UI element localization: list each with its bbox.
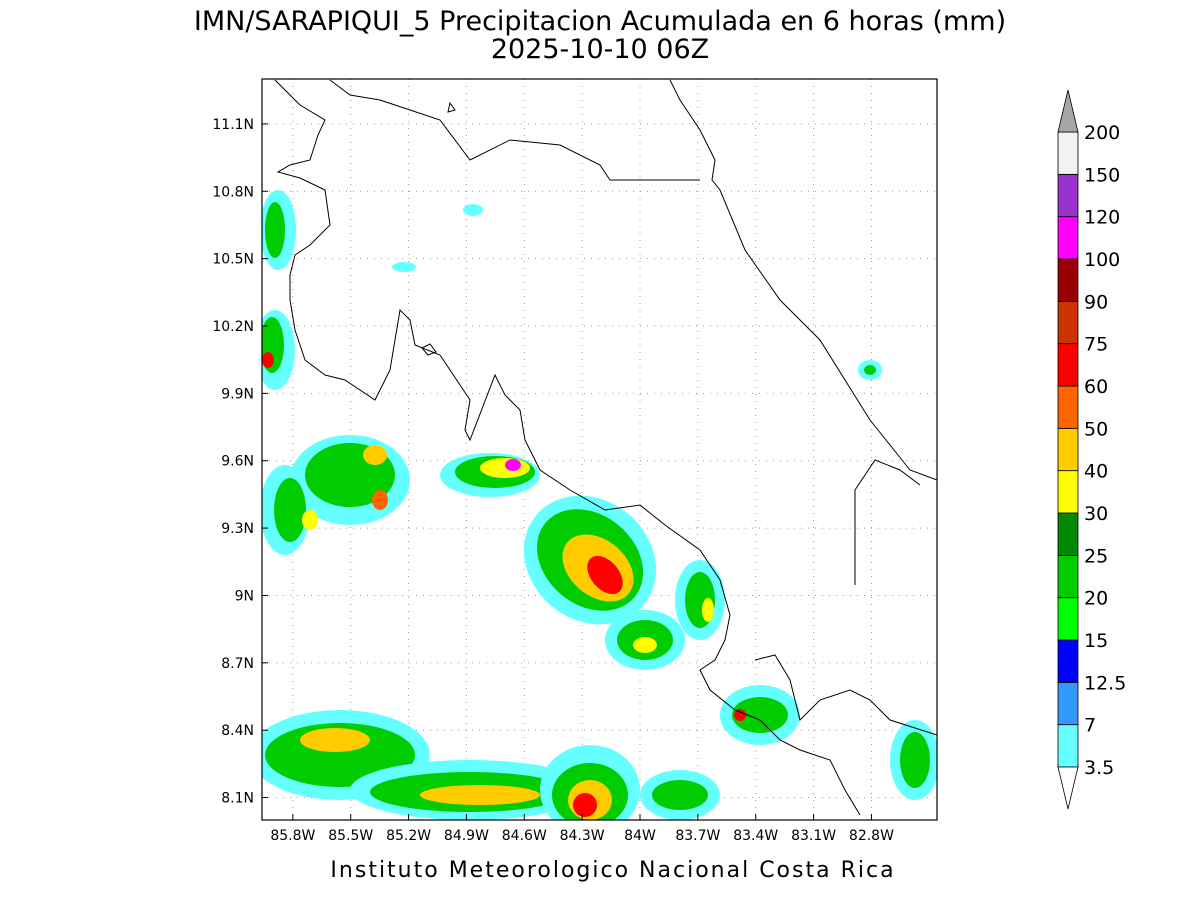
x-tick-label: 83.4W bbox=[733, 828, 778, 844]
colorbar-box bbox=[1057, 597, 1079, 641]
colorbar-label: 75 bbox=[1084, 334, 1108, 356]
y-tick-label: 10.2N bbox=[212, 319, 254, 335]
colorbar-box bbox=[1057, 512, 1079, 556]
x-tick-label: 85.5W bbox=[328, 828, 373, 844]
colorbar-box bbox=[1057, 681, 1079, 726]
x-tick-label: 85.2W bbox=[386, 828, 431, 844]
x-tick-label: 84.3W bbox=[560, 828, 605, 844]
colorbar-box bbox=[1057, 216, 1079, 260]
x-tick-label: 83.7W bbox=[675, 828, 720, 844]
subtitle: 2025-10-10 06Z bbox=[491, 34, 709, 65]
colorbar-label: 120 bbox=[1084, 207, 1120, 229]
colorbar: 3.5 7 12.5 15 20 25 30 40 50 60 75 90 100 120 150 200 bbox=[1057, 89, 1126, 810]
coastline bbox=[274, 79, 937, 816]
colorbar-box bbox=[1057, 343, 1079, 387]
y-tick-label: 9N bbox=[235, 588, 254, 604]
x-tick-label: 84.6W bbox=[502, 828, 547, 844]
colorbar-label: 60 bbox=[1084, 376, 1108, 398]
colorbar-box bbox=[1057, 131, 1079, 175]
colorbar-label: 7 bbox=[1084, 715, 1096, 737]
colorbar-label: 90 bbox=[1084, 291, 1108, 313]
colorbar-label: 30 bbox=[1084, 503, 1108, 525]
colorbar-label: 12.5 bbox=[1084, 672, 1126, 694]
precipitation-field bbox=[262, 190, 937, 820]
colorbar-under bbox=[1057, 766, 1079, 810]
colorbar-label: 150 bbox=[1084, 164, 1120, 186]
precip-area bbox=[262, 190, 937, 820]
colorbar-box bbox=[1057, 258, 1079, 302]
colorbar-box bbox=[1057, 173, 1079, 218]
y-tick-label: 8.1N bbox=[221, 791, 254, 807]
y-tick-label: 9.9N bbox=[221, 386, 254, 402]
y-tick-label: 10.5N bbox=[212, 252, 254, 268]
x-tick-label: 85.8W bbox=[270, 828, 315, 844]
plot-frame bbox=[261, 78, 938, 821]
x-tick-label: 83.1W bbox=[791, 828, 836, 844]
y-tick-label: 8.4N bbox=[221, 723, 254, 739]
footer: Instituto Meteorologico Nacional Costa R… bbox=[330, 858, 895, 883]
colorbar-box bbox=[1057, 639, 1079, 683]
colorbar-box bbox=[1057, 470, 1079, 514]
x-tick-label: 84.9W bbox=[444, 828, 489, 844]
plot-area bbox=[261, 78, 938, 821]
colorbar-label: 20 bbox=[1084, 588, 1108, 610]
colorbar-label: 200 bbox=[1084, 122, 1120, 144]
y-tick-label: 8.7N bbox=[221, 656, 254, 672]
x-tick-label: 82.8W bbox=[849, 828, 894, 844]
y-tick-label: 11.1N bbox=[212, 117, 254, 133]
colorbar-box bbox=[1057, 300, 1079, 345]
colorbar-box bbox=[1057, 427, 1079, 472]
colorbar-over bbox=[1057, 89, 1079, 133]
colorbar-box bbox=[1057, 554, 1079, 599]
x-tick-label: 84W bbox=[624, 828, 656, 844]
colorbar-label: 3.5 bbox=[1084, 757, 1114, 779]
y-tick-label: 9.6N bbox=[221, 454, 254, 470]
colorbar-label: 25 bbox=[1084, 545, 1108, 567]
colorbar-label: 50 bbox=[1084, 418, 1108, 440]
colorbar-box bbox=[1057, 385, 1079, 429]
colorbar-label: 100 bbox=[1084, 249, 1120, 271]
colorbar-label: 40 bbox=[1084, 461, 1108, 483]
y-tick-label: 10.8N bbox=[212, 184, 254, 200]
title: IMN/SARAPIQUI_5 Precipitacion Acumulada … bbox=[194, 6, 1006, 37]
y-tick-label: 9.3N bbox=[221, 521, 254, 537]
colorbar-box bbox=[1057, 724, 1079, 768]
colorbar-label: 15 bbox=[1084, 630, 1108, 652]
